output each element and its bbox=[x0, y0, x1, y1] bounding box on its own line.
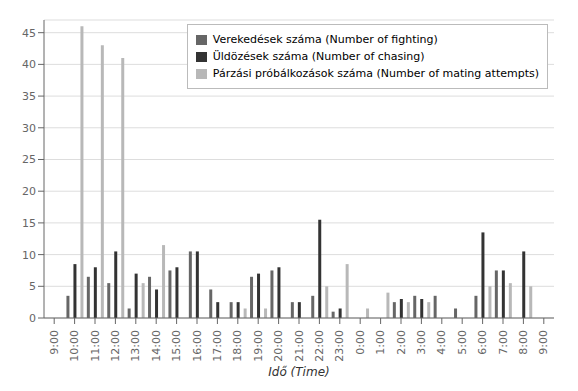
svg-text:19:00: 19:00 bbox=[252, 330, 265, 362]
svg-text:2:00: 2:00 bbox=[395, 330, 408, 355]
svg-text:8:00: 8:00 bbox=[517, 330, 530, 355]
svg-text:45: 45 bbox=[22, 27, 36, 40]
html-text:Üldözések száma (Number of cha: Üldözések száma (Number of chasing) bbox=[212, 50, 425, 63]
svg-text:11:00: 11:00 bbox=[89, 330, 102, 362]
svg-text:14:00: 14:00 bbox=[150, 330, 163, 362]
svg-text:5: 5 bbox=[29, 280, 36, 293]
svg-text:13:00: 13:00 bbox=[129, 330, 142, 362]
svg-text:16:00: 16:00 bbox=[191, 330, 204, 362]
svg-text:23:00: 23:00 bbox=[333, 330, 346, 362]
svg-text:4:00: 4:00 bbox=[435, 330, 448, 355]
svg-text:30: 30 bbox=[22, 122, 36, 135]
svg-text:20: 20 bbox=[22, 185, 36, 198]
svg-text:20:00: 20:00 bbox=[272, 330, 285, 362]
svg-text:22:00: 22:00 bbox=[313, 330, 326, 362]
svg-text:40: 40 bbox=[22, 58, 36, 71]
svg-text:18:00: 18:00 bbox=[231, 330, 244, 362]
svg-text:9:00: 9:00 bbox=[48, 330, 61, 355]
svg-text:35: 35 bbox=[22, 90, 36, 103]
html-text:Párzási próbálkozások száma (N: Párzási próbálkozások száma (Number of m… bbox=[212, 67, 539, 80]
svg-text:0:00: 0:00 bbox=[354, 330, 367, 355]
svg-text:12:00: 12:00 bbox=[109, 330, 122, 362]
svg-text:9:00: 9:00 bbox=[537, 330, 550, 355]
svg-text:15:00: 15:00 bbox=[170, 330, 183, 362]
svg-text:7:00: 7:00 bbox=[497, 330, 510, 355]
svg-text:15: 15 bbox=[22, 217, 36, 230]
svg-text:6:00: 6:00 bbox=[476, 330, 489, 355]
svg-text:17:00: 17:00 bbox=[211, 330, 224, 362]
svg-text:Idő (Time): Idő (Time) bbox=[268, 365, 329, 379]
svg-text:5:00: 5:00 bbox=[456, 330, 469, 355]
svg-text:21:00: 21:00 bbox=[293, 330, 306, 362]
svg-text:3:00: 3:00 bbox=[415, 330, 428, 355]
svg-text:1:00: 1:00 bbox=[374, 330, 387, 355]
svg-text:0: 0 bbox=[29, 312, 36, 325]
html-text:Verekedések száma (Number of f: Verekedések száma (Number of fighting) bbox=[212, 33, 438, 46]
svg-text:10:00: 10:00 bbox=[68, 330, 81, 362]
svg-text:25: 25 bbox=[22, 153, 36, 166]
svg-text:10: 10 bbox=[22, 249, 36, 262]
